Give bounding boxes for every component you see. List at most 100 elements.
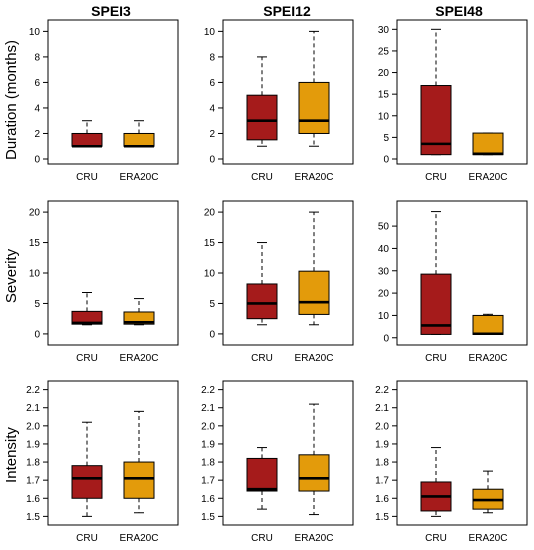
panel-frame bbox=[222, 19, 354, 165]
y-tick-label: 10 bbox=[29, 269, 41, 280]
y-tick-label: 1.7 bbox=[375, 476, 389, 487]
y-tick-label: 8 bbox=[209, 52, 215, 63]
category-label-cru: CRU bbox=[425, 353, 447, 364]
category-label-cru: CRU bbox=[76, 353, 98, 364]
column-title-spei12: SPEI12 bbox=[263, 3, 311, 19]
y-tick-label: 1.5 bbox=[26, 512, 40, 523]
category-label-cru: CRU bbox=[76, 172, 98, 183]
y-tick-label: 0 bbox=[34, 329, 40, 340]
y-tick-label: 1.7 bbox=[26, 476, 40, 487]
row-label-duration: Duration (months) bbox=[3, 40, 20, 160]
category-label-cru: CRU bbox=[76, 533, 98, 544]
category-label-era20c: ERA20C bbox=[469, 353, 508, 364]
y-tick-label: 1.6 bbox=[26, 494, 40, 505]
box-era20c bbox=[472, 314, 504, 335]
y-tick-label: 2.0 bbox=[26, 421, 40, 432]
panel-frame bbox=[47, 19, 179, 165]
box-era20c bbox=[123, 132, 155, 147]
y-tick-label: 10 bbox=[378, 111, 390, 122]
category-label-era20c: ERA20C bbox=[469, 172, 508, 183]
y-tick-label: 2.1 bbox=[26, 403, 40, 414]
y-tick-label: 10 bbox=[29, 27, 41, 38]
y-tick-label: 50 bbox=[378, 222, 390, 233]
y-tick-label: 20 bbox=[378, 289, 390, 300]
panel-1-1: 0 5 10 15 20 CRU ERA20C bbox=[204, 200, 354, 364]
y-tick-label: 1.8 bbox=[26, 458, 40, 469]
y-tick-label: 20 bbox=[378, 68, 390, 79]
y-tick-label: 5 bbox=[209, 299, 215, 310]
category-label-cru: CRU bbox=[425, 533, 447, 544]
category-label-era20c: ERA20C bbox=[469, 533, 508, 544]
y-tick-label: 15 bbox=[378, 90, 390, 101]
box-cru bbox=[246, 283, 278, 320]
y-tick-label: 10 bbox=[204, 269, 216, 280]
y-tick-label: 1.7 bbox=[201, 476, 215, 487]
column-title-spei3: SPEI3 bbox=[91, 3, 131, 19]
category-label-era20c: ERA20C bbox=[295, 172, 334, 183]
panel-0-2: 0 5 10 15 20 25 30 CRU ERA20C bbox=[378, 19, 528, 183]
panel-1-2: 0 10 20 30 40 50 CRU ERA20C bbox=[378, 200, 528, 364]
y-tick-label: 8 bbox=[34, 52, 40, 63]
category-label-era20c: ERA20C bbox=[295, 353, 334, 364]
y-tick-label: 2.0 bbox=[201, 421, 215, 432]
y-tick-label: 40 bbox=[378, 244, 390, 255]
y-tick-label: 1.9 bbox=[26, 439, 40, 450]
box-era20c bbox=[298, 81, 330, 134]
panel-frame bbox=[222, 200, 354, 346]
y-tick-label: 0 bbox=[209, 155, 215, 166]
y-tick-label: 4 bbox=[209, 103, 215, 114]
y-tick-label: 0 bbox=[383, 333, 389, 344]
y-tick-label: 20 bbox=[204, 208, 216, 219]
y-tick-label: 10 bbox=[378, 311, 390, 322]
y-tick-label: 1.6 bbox=[375, 494, 389, 505]
box-cru bbox=[246, 94, 278, 141]
panel-frame bbox=[396, 200, 528, 346]
category-label-era20c: ERA20C bbox=[120, 353, 159, 364]
panel-frame bbox=[222, 380, 354, 526]
y-tick-label: 2 bbox=[209, 129, 215, 140]
y-tick-label: 2.1 bbox=[375, 403, 389, 414]
y-tick-label: 1.8 bbox=[375, 458, 389, 469]
y-tick-label: 4 bbox=[34, 103, 40, 114]
panel-frame bbox=[396, 380, 528, 526]
y-tick-label: 5 bbox=[34, 299, 40, 310]
y-tick-label: 25 bbox=[378, 46, 390, 57]
category-label-cru: CRU bbox=[251, 353, 273, 364]
y-tick-label: 10 bbox=[204, 27, 216, 38]
box-era20c bbox=[123, 461, 155, 499]
panel-2-1: 1.5 1.6 1.7 1.8 1.9 2.0 2.1 2.2 CRU ERA20C bbox=[201, 380, 354, 544]
y-tick-label: 2.0 bbox=[375, 421, 389, 432]
panel-frame bbox=[396, 19, 528, 165]
y-tick-label: 20 bbox=[29, 208, 41, 219]
category-label-cru: CRU bbox=[425, 172, 447, 183]
panel-0-1: 0 2 4 6 8 10 CRU ERA20C bbox=[204, 19, 354, 183]
y-tick-label: 2.2 bbox=[26, 385, 40, 396]
box-era20c bbox=[298, 454, 330, 492]
y-tick-label: 0 bbox=[383, 155, 389, 166]
y-tick-label: 1.8 bbox=[201, 458, 215, 469]
y-tick-label: 30 bbox=[378, 25, 390, 36]
panel-0-0: 0 2 4 6 8 10 CRU ERA20C bbox=[29, 19, 179, 183]
category-label-cru: CRU bbox=[251, 533, 273, 544]
panel-frame bbox=[47, 380, 179, 526]
y-tick-label: 2.2 bbox=[375, 385, 389, 396]
y-tick-label: 6 bbox=[34, 78, 40, 89]
y-tick-label: 2.1 bbox=[201, 403, 215, 414]
panel-grid: 0 2 4 6 8 10 CRU ERA20C 0 2 4 6 8 10 CRU ERA20C 0 5 10 15 20… bbox=[26, 19, 528, 544]
y-tick-label: 2.2 bbox=[201, 385, 215, 396]
y-tick-label: 6 bbox=[209, 78, 215, 89]
panel-2-2: 1.5 1.6 1.7 1.8 1.9 2.0 2.1 2.2 CRU ERA20C bbox=[375, 380, 528, 544]
row-label-severity: Severity bbox=[3, 248, 20, 303]
y-tick-label: 1.5 bbox=[201, 512, 215, 523]
y-tick-label: 0 bbox=[209, 329, 215, 340]
y-tick-label: 5 bbox=[383, 133, 389, 144]
row-label-intensity: Intensity bbox=[3, 427, 20, 483]
box-cru bbox=[71, 132, 103, 147]
box-era20c bbox=[298, 270, 330, 315]
y-tick-label: 30 bbox=[378, 266, 390, 277]
category-label-era20c: ERA20C bbox=[120, 533, 159, 544]
box-cru bbox=[246, 457, 278, 492]
box-cru bbox=[71, 465, 103, 499]
y-tick-label: 2 bbox=[34, 129, 40, 140]
y-tick-label: 1.5 bbox=[375, 512, 389, 523]
